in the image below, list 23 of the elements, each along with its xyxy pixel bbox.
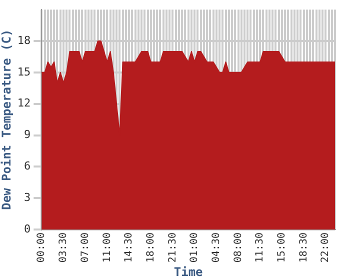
- x-tick-label: 21:30: [167, 232, 178, 263]
- y-tick-label: 12: [17, 96, 31, 110]
- x-tick-label: 04:30: [211, 232, 222, 263]
- y-tick-label: 0: [24, 222, 31, 236]
- y-tick-label: 6: [24, 160, 31, 173]
- x-tick-label: 00:00: [36, 232, 48, 263]
- x-tick-label: 01:00: [189, 232, 200, 263]
- y-tick-label: 3: [24, 190, 31, 204]
- x-tick-label: 11:00: [102, 232, 113, 263]
- y-tick-label: 9: [24, 128, 31, 142]
- x-tick-label: 08:00: [232, 232, 244, 263]
- x-tick-label: 14:30: [124, 232, 135, 263]
- x-axis-title: Time: [174, 264, 203, 279]
- x-tick-label: 18:30: [298, 232, 310, 263]
- x-tick-label: 18:00: [145, 232, 156, 263]
- y-tick-label: 15: [17, 65, 31, 78]
- x-tick-label: 22:00: [320, 232, 332, 263]
- y-axis-title: Dew Point Temperature (C): [0, 29, 14, 210]
- x-tick-label: 03:30: [58, 232, 70, 263]
- x-tick-label: 15:00: [276, 232, 288, 263]
- x-tick-label: 07:00: [80, 232, 91, 263]
- y-tick-label: 18: [17, 34, 31, 47]
- x-tick-label: 11:30: [254, 232, 266, 263]
